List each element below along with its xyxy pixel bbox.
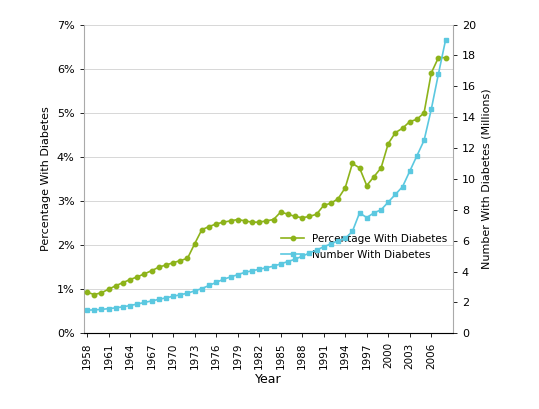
Number With Diabetes — [321, 245, 327, 249]
Number With Diabetes — [198, 286, 205, 291]
Number With Diabetes — [191, 288, 198, 293]
Y-axis label: Number With Diabetes (Millions): Number With Diabetes (Millions) — [481, 89, 492, 269]
Percentage With Diabetes — [170, 260, 176, 265]
Number With Diabetes — [443, 38, 449, 43]
X-axis label: Year: Year — [255, 373, 281, 386]
Percentage With Diabetes — [328, 201, 334, 206]
Number With Diabetes — [163, 295, 169, 300]
Percentage With Diabetes — [435, 55, 441, 60]
Line: Percentage With Diabetes: Percentage With Diabetes — [85, 55, 448, 297]
Percentage With Diabetes — [84, 290, 91, 295]
Percentage With Diabetes — [198, 227, 205, 232]
Percentage With Diabetes — [206, 224, 212, 229]
Percentage With Diabetes — [443, 55, 449, 60]
Percentage With Diabetes — [91, 292, 98, 297]
Line: Number With Diabetes: Number With Diabetes — [85, 38, 448, 312]
Percentage With Diabetes — [428, 71, 434, 76]
Y-axis label: Percentage With Diabetes: Percentage With Diabetes — [41, 107, 51, 251]
Number With Diabetes — [84, 308, 91, 312]
Legend: Percentage With Diabetes, Number With Diabetes: Percentage With Diabetes, Number With Di… — [281, 234, 447, 260]
Percentage With Diabetes — [349, 161, 356, 166]
Number With Diabetes — [342, 236, 348, 241]
Number With Diabetes — [435, 72, 441, 76]
Text: Medscape: Medscape — [13, 389, 92, 403]
